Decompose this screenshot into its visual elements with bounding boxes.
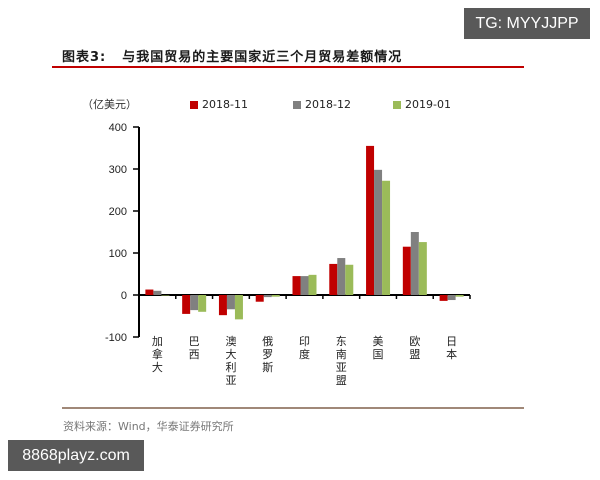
source-note: 资料来源：Wind，华泰证券研究所: [63, 420, 234, 433]
bar-2018-12: [300, 276, 309, 295]
legend-item: 2018-12: [293, 98, 351, 111]
y-tick-label: 0: [121, 290, 127, 302]
bar-chart: -1000100200300400加拿大巴西澳大利亚俄罗斯印度东南亚盟美国欧盟日…: [105, 122, 471, 387]
bar-2019-01: [198, 295, 207, 312]
x-category-label: 拿: [152, 347, 163, 361]
figure-title: 图表3: 与我国贸易的主要国家近三个月贸易差额情况: [62, 46, 402, 65]
bar-2018-11: [366, 145, 375, 295]
legend-item: 2019-01: [393, 98, 451, 111]
x-category-label: 巴: [189, 335, 200, 348]
x-category-label: 亚: [225, 374, 236, 387]
watermark-top-right: TG: MYYJJPP: [464, 8, 590, 39]
x-category-label: 南: [336, 348, 347, 361]
bar-2019-01: [345, 264, 354, 295]
bar-2018-12: [226, 295, 235, 310]
bar-2019-01: [418, 242, 427, 295]
legend-item: 2018-11: [190, 98, 248, 111]
legend-swatch: [393, 100, 401, 109]
x-category-label: 利: [225, 361, 236, 374]
figure-number: 图表3:: [62, 50, 107, 65]
x-category-label: 本: [446, 347, 457, 361]
y-tick-label: 100: [109, 248, 127, 260]
y-tick-label: 200: [109, 206, 127, 218]
x-category-label: 盟: [336, 374, 347, 387]
y-axis-unit: （亿美元）: [82, 98, 137, 111]
watermark-bottom-left: 8868playz.com: [8, 440, 144, 471]
bar-2019-01: [382, 180, 391, 295]
legend-label: 2018-12: [305, 98, 351, 111]
y-tick-label: -100: [105, 332, 127, 344]
x-category-label: 度: [299, 347, 310, 361]
y-tick-label: 400: [109, 122, 127, 134]
x-category-label: 罗: [262, 348, 273, 361]
bar-2018-12: [374, 169, 383, 295]
legend-label: 2019-01: [405, 98, 451, 111]
x-category-label: 欧: [409, 335, 420, 348]
x-category-label: 亚: [336, 361, 347, 374]
bar-2018-11: [145, 289, 154, 295]
x-category-label: 俄: [262, 335, 273, 348]
bar-2018-11: [439, 295, 448, 301]
bar-2018-12: [190, 295, 199, 311]
bar-2018-11: [329, 263, 338, 295]
x-category-label: 国: [373, 348, 384, 361]
bar-2018-11: [292, 276, 301, 295]
legend-swatch: [293, 100, 301, 109]
title-divider: [52, 66, 524, 68]
bar-2018-11: [182, 295, 191, 314]
x-category-label: 美: [373, 335, 384, 348]
legend-label: 2018-11: [202, 98, 248, 111]
figure-title-text: 与我国贸易的主要国家近三个月贸易差额情况: [122, 50, 403, 65]
bar-2018-12: [410, 232, 419, 295]
bar-2019-01: [234, 295, 243, 320]
x-category-label: 日: [446, 335, 457, 348]
y-tick-label: 300: [109, 164, 127, 176]
bar-2018-12: [153, 290, 162, 295]
x-category-label: 加: [152, 335, 163, 348]
x-category-label: 东: [336, 335, 347, 348]
bar-2019-01: [455, 295, 464, 297]
x-category-label: 印: [299, 335, 310, 348]
x-category-label: 大: [152, 360, 163, 374]
bar-2018-11: [218, 295, 227, 316]
bar-2018-12: [337, 258, 346, 295]
x-category-label: 斯: [262, 361, 273, 374]
bar-2018-11: [255, 295, 264, 302]
bar-2018-12: [263, 295, 272, 298]
source-divider: [62, 407, 524, 409]
bar-2019-01: [161, 295, 170, 296]
x-category-label: 澳: [225, 335, 236, 348]
x-category-label: 西: [189, 348, 200, 361]
bar-2018-11: [402, 246, 411, 295]
legend-swatch: [190, 100, 198, 109]
bar-2019-01: [308, 274, 317, 295]
bar-2018-12: [447, 295, 456, 301]
bar-2019-01: [271, 295, 280, 297]
x-category-label: 大: [225, 347, 236, 361]
x-category-label: 盟: [409, 348, 420, 361]
